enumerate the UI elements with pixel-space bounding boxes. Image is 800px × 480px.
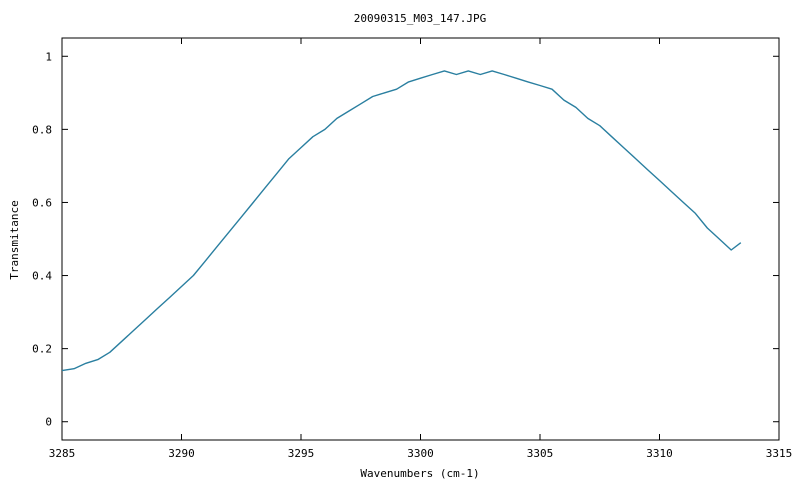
x-tick-label: 3295 [288, 447, 315, 460]
y-axis: 0 0.2 0.4 0.6 0.8 1 [32, 50, 779, 429]
x-tick-label: 3305 [527, 447, 554, 460]
y-axis-label: Transmitance [8, 200, 21, 279]
y-tick-label: 1 [45, 50, 52, 63]
plot-frame [61, 37, 780, 441]
y-tick-label: 0.6 [32, 196, 52, 209]
x-tick-label: 3310 [646, 447, 673, 460]
x-axis: 3285 3290 3295 3300 3305 3310 3315 [49, 38, 793, 460]
y-tick-label: 0 [45, 416, 52, 429]
series-line [61, 70, 742, 372]
y-tick-label: 0.4 [32, 270, 52, 283]
y-tick-label: 0.8 [32, 123, 52, 136]
x-tick-label: 3285 [49, 447, 76, 460]
y-tick-label: 0.2 [32, 343, 52, 356]
chart-title: 20090315_M03_147.JPG [354, 12, 486, 25]
x-tick-label: 3315 [766, 447, 793, 460]
x-tick-label: 3300 [407, 447, 434, 460]
x-tick-label: 3290 [168, 447, 195, 460]
x-axis-label: Wavenumbers (cm-1) [360, 467, 479, 480]
